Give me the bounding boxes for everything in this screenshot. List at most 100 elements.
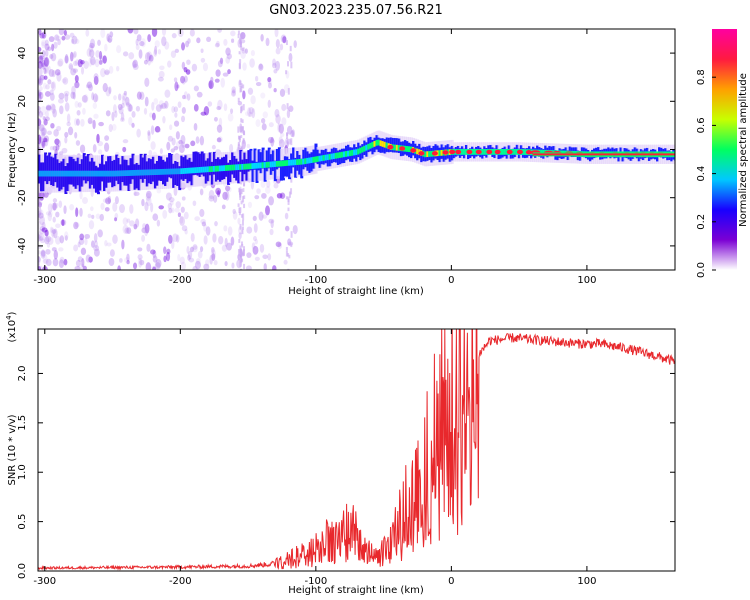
spectrogram-noise-cell	[222, 72, 229, 77]
spectrogram-center-cell	[302, 158, 306, 165]
spectrogram-noise-cell	[157, 127, 161, 133]
spectrogram-noise-cell	[74, 131, 78, 139]
spectrogram-noise-cell	[240, 50, 246, 59]
spectrogram-noise-cell	[187, 38, 191, 44]
spectrogram-stripe-cell	[238, 51, 241, 55]
spectrogram-noise-cell	[268, 218, 275, 224]
spectrogram-noise-cell	[163, 255, 167, 263]
spectrogram-stripe-cell	[289, 45, 292, 52]
spectrogram-center-cell	[44, 170, 48, 177]
spectrogram-noise-cell	[203, 263, 210, 270]
spectrogram-core-cell	[227, 162, 231, 185]
spectrogram-center-cell	[304, 158, 308, 165]
spectrogram-center-cell	[471, 149, 475, 155]
spectrogram-noise-cell	[270, 219, 274, 229]
spectrogram-noise-cell	[127, 103, 132, 112]
spectrogram-noise-cell	[251, 108, 256, 119]
spectrogram-stripe-cell	[239, 223, 242, 230]
spectrogram-noise-cell	[53, 41, 58, 49]
spectrogram-noise-cell	[215, 187, 222, 195]
spectrogram-noise-cell	[246, 226, 253, 234]
spectrogram-noise-cell	[286, 125, 293, 135]
spectrogram-noise-cell	[45, 211, 52, 216]
spectrogram-center-cell	[239, 164, 243, 170]
spectrogram-center-cell	[123, 170, 127, 177]
spectrogram-center-cell	[408, 146, 412, 153]
spectrogram-noise-cell	[44, 43, 50, 51]
spectrogram-center-cell	[438, 150, 442, 156]
spectrogram-core-cell	[294, 157, 298, 178]
spectrogram-noise-cell	[45, 235, 52, 243]
spectrogram-center-cell	[66, 170, 70, 177]
spectrogram-noise-cell	[94, 240, 98, 249]
spectrogram-noise-cell	[38, 232, 41, 242]
spectrogram-noise-cell	[125, 102, 131, 107]
spectrogram-center-cell	[310, 157, 314, 163]
snr-panel: -300 -200 -100 0 100 0.0 0.5 1.0 1.5 2.0 Height …	[5, 311, 676, 596]
spectrogram-noise-cell	[106, 33, 110, 42]
spectrogram-noise-cell	[180, 261, 186, 270]
spectrogram-stripe-cell	[286, 103, 289, 110]
spectrogram-noise-cell	[94, 58, 100, 68]
spectrogram-noise-cell	[242, 90, 246, 100]
spectrogram-noise-cell	[100, 29, 106, 38]
spectrogram-center-cell	[363, 145, 367, 152]
spectrogram-noise-cell	[49, 103, 56, 111]
spectrogram-noise-cell	[149, 54, 154, 62]
spectrogram-noise-cell	[146, 243, 151, 252]
spectrogram-noise-cell	[38, 93, 42, 98]
spectrogram-noise-cell	[173, 186, 178, 197]
spectrogram-stripe-cell	[237, 254, 240, 261]
snr-scale-base: (x10	[7, 320, 18, 343]
spectrogram-noise-cell	[202, 62, 209, 72]
spectrogram-noise-cell	[133, 191, 140, 197]
spectrogram-stripe-cell	[242, 47, 245, 51]
spectrogram-noise-cell	[255, 75, 259, 82]
spectrogram-noise-cell	[70, 68, 77, 76]
spectrogram-center-cell	[511, 149, 515, 155]
spectrogram-noise-cell	[256, 188, 261, 194]
spectrogram-noise-cell	[161, 36, 167, 47]
spectrogram-stripe-cell	[241, 258, 244, 262]
spectrogram-stripe-cell	[240, 214, 243, 218]
spectrogram-noise-cell	[199, 246, 204, 253]
colorbar-tick-label: 0.4	[696, 166, 707, 182]
spectrogram-noise-cell	[93, 233, 98, 243]
spectrogram-noise-cell	[54, 138, 60, 145]
spectrogram-noise-cell	[39, 86, 43, 91]
spectrogram-noise-cell	[273, 183, 279, 189]
spectrogram-noise-cell	[273, 87, 277, 93]
spectrogram-noise-cell	[150, 125, 155, 135]
spectrogram-noise-cell	[55, 202, 59, 209]
spectrogram-noise-cell	[99, 213, 104, 222]
spectrogram-center-cell	[237, 164, 241, 171]
spectrogram-noise-cell	[88, 84, 93, 92]
spectrogram-noise-cell	[193, 85, 200, 92]
spectrogram-center-cell	[101, 170, 105, 177]
spectrogram-noise-cell	[40, 127, 46, 137]
spectrogram-noise-cell	[87, 117, 93, 124]
spectrogram-noise-cell	[93, 73, 99, 81]
spectrogram-core-cell	[265, 150, 269, 172]
spectrogram-center-cell	[172, 168, 176, 175]
spectrogram-noise-cell	[67, 126, 74, 136]
spectrogram-center-cell	[440, 149, 444, 156]
spectrogram-stripe-cell	[288, 254, 291, 259]
spectrogram-noise-cell	[52, 258, 59, 267]
spectrogram-noise-cell	[143, 59, 148, 65]
spectrogram-noise-cell	[47, 237, 54, 245]
spectrogram-noise-cell	[39, 238, 46, 244]
spectrogram-noise-cell	[229, 143, 234, 153]
spectrogram-noise-cell	[254, 256, 260, 261]
spectrogram-noise-cell	[225, 190, 230, 201]
spectrogram-noise-cell	[158, 205, 165, 210]
spectrogram-noise-cell	[93, 248, 100, 257]
spectrogram-noise-cell	[107, 38, 112, 43]
spectrogram-noise-cell	[253, 235, 257, 242]
spectrogram-center-cell	[269, 161, 273, 168]
colorbar-tick-label: 0.8	[696, 69, 707, 85]
spectrogram-noise-cell	[116, 45, 122, 54]
spectrogram-noise-cell	[77, 241, 81, 248]
spectrogram-noise-cell	[48, 68, 55, 77]
